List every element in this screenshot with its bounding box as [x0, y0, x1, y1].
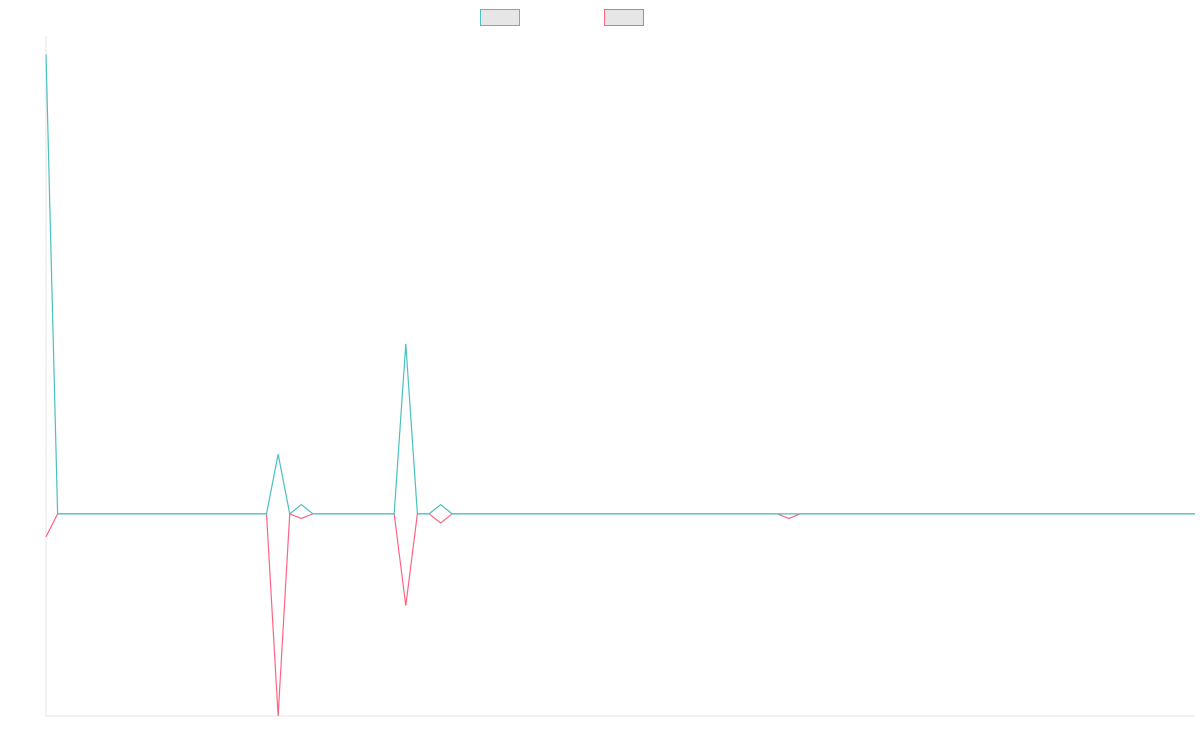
legend-swatch-series-1 [480, 9, 520, 26]
chart-axes [45, 36, 1195, 717]
series-2-line[interactable] [45, 512, 1195, 717]
legend-swatch-series-2 [604, 9, 644, 26]
chart-lines [45, 54, 1195, 717]
series-1-line[interactable] [45, 54, 1195, 515]
chart-legend [0, 9, 1200, 27]
